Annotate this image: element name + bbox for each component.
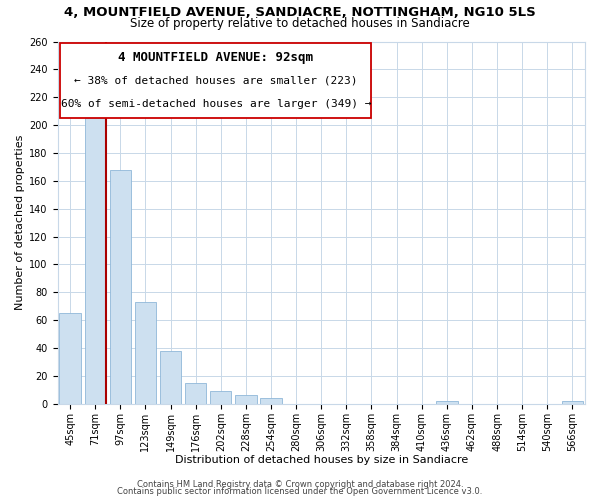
Bar (85, 118, 106, 404)
Text: Contains HM Land Registry data © Crown copyright and database right 2024.: Contains HM Land Registry data © Crown c… (137, 480, 463, 489)
Y-axis label: Number of detached properties: Number of detached properties (15, 135, 25, 310)
Bar (59, 313, 81, 404)
Text: Contains public sector information licensed under the Open Government Licence v3: Contains public sector information licen… (118, 487, 482, 496)
Text: ← 38% of detached houses are smaller (223): ← 38% of detached houses are smaller (22… (74, 76, 358, 86)
FancyBboxPatch shape (60, 44, 371, 118)
Text: Size of property relative to detached houses in Sandiacre: Size of property relative to detached ho… (130, 17, 470, 30)
Bar (260, 398, 281, 404)
Bar (110, 170, 131, 404)
Text: 60% of semi-detached houses are larger (349) →: 60% of semi-detached houses are larger (… (61, 100, 371, 110)
Bar (160, 351, 181, 404)
X-axis label: Distribution of detached houses by size in Sandiacre: Distribution of detached houses by size … (175, 455, 468, 465)
Text: 4 MOUNTFIELD AVENUE: 92sqm: 4 MOUNTFIELD AVENUE: 92sqm (118, 50, 313, 64)
Bar (436, 401, 458, 404)
Bar (562, 401, 583, 404)
Bar (135, 302, 156, 404)
Bar (210, 392, 232, 404)
Bar (235, 396, 257, 404)
Text: 4, MOUNTFIELD AVENUE, SANDIACRE, NOTTINGHAM, NG10 5LS: 4, MOUNTFIELD AVENUE, SANDIACRE, NOTTING… (64, 6, 536, 19)
Bar (185, 383, 206, 404)
